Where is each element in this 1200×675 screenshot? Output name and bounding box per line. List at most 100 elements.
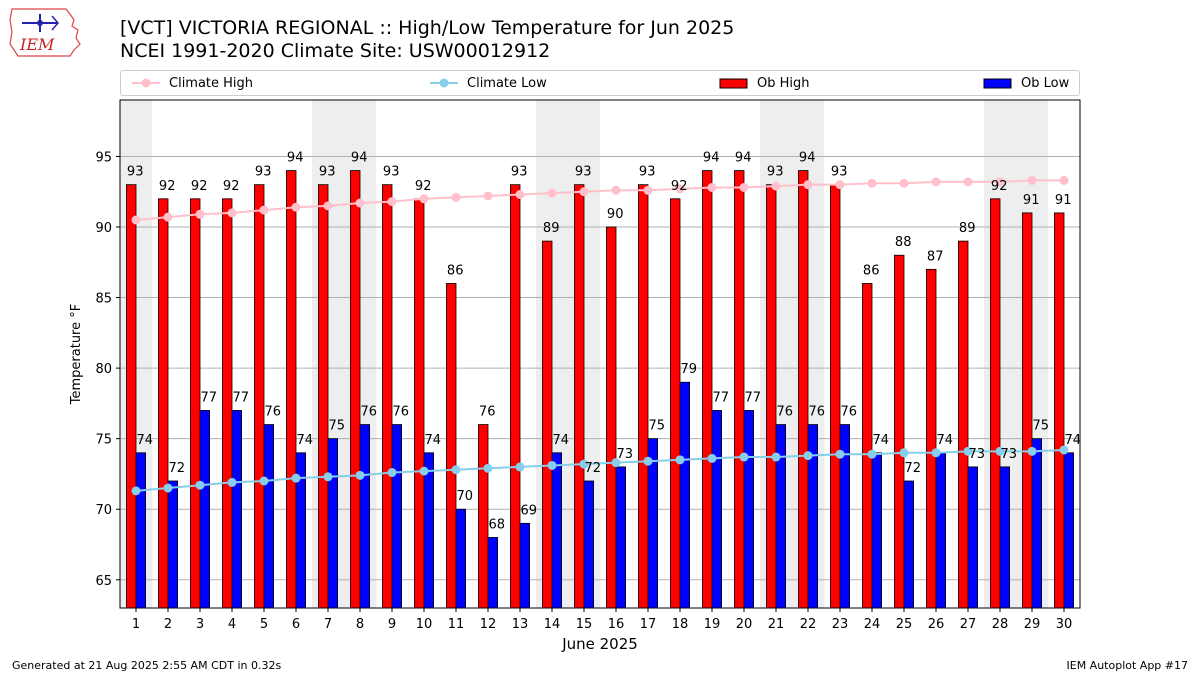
bar-ob-low-1 (135, 452, 147, 609)
bar-ob-low-5 (263, 424, 275, 609)
label-ob-high-30: 91 (1055, 193, 1072, 208)
bar-ob-low-8 (359, 424, 371, 609)
legend-label-ob-high: Ob High (757, 75, 810, 91)
point-climate-low-17 (643, 456, 653, 466)
label-ob-high-9: 93 (383, 165, 400, 180)
bar-ob-high-1 (126, 184, 137, 609)
label-ob-high-7: 93 (319, 165, 336, 180)
point-climate-high-30 (1059, 175, 1069, 185)
point-climate-high-26 (931, 177, 941, 187)
x-tick-label-25: 25 (896, 617, 913, 632)
point-climate-low-12 (483, 463, 493, 473)
x-tick-label-16: 16 (608, 617, 625, 632)
bar-ob-high-15 (574, 184, 585, 609)
bar-ob-low-25 (903, 480, 915, 609)
point-climate-high-11 (451, 192, 461, 202)
y-tick-label-90: 90 (95, 221, 112, 236)
point-climate-low-26 (931, 448, 941, 458)
label-ob-low-14: 74 (553, 433, 570, 448)
bar-ob-high-25 (894, 254, 905, 609)
label-ob-high-16: 90 (607, 207, 624, 222)
point-climate-low-16 (611, 458, 621, 468)
x-tick-label-15: 15 (576, 617, 593, 632)
point-climate-high-20 (739, 182, 749, 192)
label-ob-high-6: 94 (287, 151, 304, 166)
legend-label-climate-low: Climate Low (467, 75, 547, 91)
line-climate-low (135, 448, 1065, 492)
bar-ob-low-27 (967, 466, 979, 609)
point-climate-high-14 (547, 188, 557, 198)
point-climate-low-4 (227, 477, 237, 487)
point-climate-high-21 (771, 181, 781, 191)
point-climate-low-30 (1059, 445, 1069, 455)
app-label: IEM Autoplot App #17 (1066, 659, 1189, 672)
label-ob-high-29: 91 (1023, 193, 1040, 208)
bar-ob-low-12 (487, 537, 499, 609)
point-climate-low-21 (771, 452, 781, 462)
point-climate-high-23 (835, 180, 845, 190)
label-ob-low-5: 76 (265, 405, 282, 420)
bar-ob-high-21 (766, 184, 777, 609)
generated-timestamp: Generated at 21 Aug 2025 2:55 AM CDT in … (12, 659, 282, 672)
point-climate-low-9 (387, 468, 397, 478)
point-climate-high-15 (579, 187, 589, 197)
y-tick-label-75: 75 (95, 433, 112, 448)
bar-ob-high-30 (1054, 212, 1065, 609)
label-ob-high-27: 89 (959, 221, 976, 236)
bar-ob-low-2 (167, 480, 179, 609)
y-tick-label-95: 95 (95, 150, 112, 165)
point-climate-low-5 (259, 476, 269, 486)
label-ob-low-19: 77 (713, 390, 730, 405)
x-tick-label-27: 27 (960, 617, 977, 632)
label-ob-low-26: 74 (937, 433, 954, 448)
bar-ob-low-3 (199, 410, 211, 609)
x-tick-label-20: 20 (736, 617, 753, 632)
legend-item-climate-low: Climate Low (429, 71, 547, 95)
label-ob-high-22: 94 (799, 151, 816, 166)
bar-ob-high-9 (381, 184, 393, 609)
label-ob-high-24: 86 (863, 263, 880, 278)
point-climate-low-8 (355, 470, 365, 480)
bar-ob-low-13 (519, 522, 531, 609)
point-climate-low-13 (515, 462, 525, 472)
label-ob-high-23: 93 (831, 165, 848, 180)
bar-ob-low-19 (711, 410, 723, 609)
legend-item-ob-low: Ob Low (983, 71, 1069, 95)
bars (126, 170, 1075, 609)
x-tick-label-28: 28 (992, 617, 1009, 632)
bar-ob-high-10 (413, 198, 425, 609)
label-ob-low-13: 69 (521, 503, 538, 518)
label-ob-high-25: 88 (895, 235, 912, 250)
point-climate-low-6 (291, 473, 301, 483)
label-ob-low-4: 77 (233, 390, 250, 405)
plot-frame (119, 99, 1081, 609)
bar-ob-high-12 (477, 424, 489, 609)
label-ob-high-14: 89 (543, 221, 560, 236)
point-climate-low-18 (675, 455, 685, 465)
point-climate-low-29 (1027, 446, 1037, 456)
bar-ob-high-20 (734, 170, 745, 609)
x-tick-label-9: 9 (388, 617, 396, 632)
x-tick-label-17: 17 (640, 617, 657, 632)
x-tick-label-5: 5 (260, 617, 268, 632)
label-ob-high-26: 87 (927, 249, 944, 264)
point-climate-high-13 (515, 190, 525, 200)
point-climate-high-16 (611, 185, 621, 195)
point-climate-high-6 (291, 202, 301, 212)
x-tick-label-21: 21 (768, 617, 785, 632)
bar-ob-high-14 (542, 240, 553, 609)
bar-ob-low-10 (423, 452, 435, 609)
x-tick-label-14: 14 (544, 617, 561, 632)
chart-subtitle: NCEI 1991-2020 Climate Site: USW00012912 (120, 40, 551, 62)
x-tick-label-24: 24 (864, 617, 881, 632)
point-climate-high-4 (227, 208, 237, 218)
bar-ob-high-29 (1022, 212, 1033, 609)
label-ob-low-23: 76 (841, 405, 858, 420)
bar-ob-low-15 (583, 480, 595, 609)
label-ob-high-19: 94 (703, 151, 720, 166)
point-climate-high-10 (419, 194, 429, 204)
label-ob-low-11: 70 (457, 489, 474, 504)
point-climate-low-19 (707, 453, 717, 463)
label-ob-low-27: 73 (969, 447, 986, 462)
x-tick-label-18: 18 (672, 617, 689, 632)
